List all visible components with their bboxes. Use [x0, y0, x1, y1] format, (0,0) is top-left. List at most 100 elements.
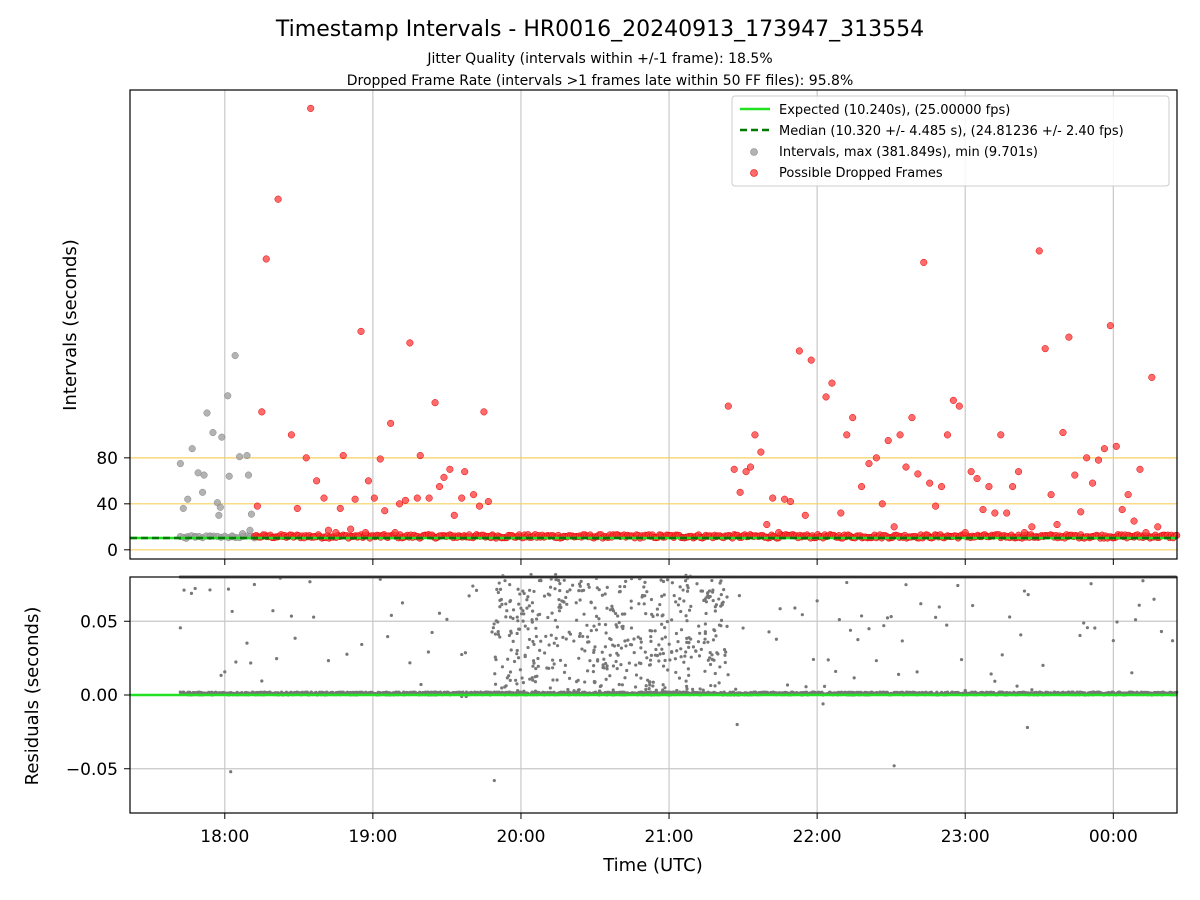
residual-point — [578, 598, 582, 602]
dropped-frame-point — [902, 463, 910, 471]
legend-intervals-swatch — [750, 148, 758, 156]
residual-point — [624, 644, 628, 648]
residual-point — [536, 656, 540, 661]
residual-point — [527, 604, 531, 608]
residual-point — [774, 637, 779, 641]
residual-point — [517, 602, 521, 606]
residual-point — [543, 651, 547, 655]
dropped-frame-point — [336, 504, 344, 512]
residual-point — [600, 650, 604, 654]
residual-point — [583, 680, 587, 684]
x-tick-label: 00:00 — [1089, 827, 1138, 847]
dropped-frame-point — [258, 408, 266, 416]
dropped-frame-point — [896, 431, 904, 439]
dropped-frame-point — [1009, 483, 1017, 491]
residual-point — [601, 665, 605, 670]
residual-point — [516, 619, 520, 623]
residual-point — [642, 585, 646, 589]
residual-point — [710, 653, 714, 657]
residual-point — [660, 647, 664, 651]
residual-point — [523, 624, 527, 628]
dropped-frame-point — [1047, 491, 1055, 499]
residual-point — [566, 687, 570, 692]
dropped-frame-point — [1083, 454, 1091, 462]
residual-point — [555, 678, 559, 682]
residual-point — [516, 656, 521, 660]
residual-point — [189, 591, 194, 595]
dropped-frame-point — [1124, 491, 1132, 499]
residual-point — [659, 578, 663, 582]
interval-point — [243, 451, 251, 460]
residual-point — [544, 634, 548, 638]
residual-point — [620, 683, 624, 687]
residual-point — [660, 594, 664, 598]
dropped-frame-point — [293, 504, 301, 512]
residual-point — [275, 657, 279, 661]
residual-point — [617, 682, 621, 687]
residual-point — [623, 612, 627, 616]
residual-point — [625, 668, 629, 673]
residual-point — [713, 671, 717, 676]
residual-point — [507, 674, 511, 678]
dropped-frame-point — [435, 483, 444, 491]
dropped-frame-point — [843, 431, 851, 439]
residual-point — [989, 672, 993, 676]
residual-point — [885, 616, 890, 620]
residual-point — [713, 605, 717, 609]
residual-point — [1078, 633, 1082, 638]
residual-point — [508, 670, 513, 674]
residual-point — [653, 629, 657, 633]
residual-point — [720, 601, 724, 606]
residual-point — [553, 618, 558, 622]
dropped-frame-point — [746, 463, 755, 471]
residual-point — [506, 657, 510, 661]
residual-point — [648, 683, 652, 687]
residual-point — [725, 595, 729, 599]
residual-point — [937, 605, 941, 609]
residual-point — [683, 654, 687, 658]
dropped-frame-point — [416, 451, 424, 460]
residual-point — [686, 667, 690, 671]
top-y-tick-label: 40 — [96, 495, 118, 515]
dropped-frame-point — [1014, 468, 1023, 476]
dropped-frame-point — [781, 495, 789, 503]
residual-point — [654, 647, 658, 652]
dropped-frame-point — [967, 468, 975, 476]
dropped-frame-point — [461, 468, 469, 476]
residual-point — [703, 630, 707, 634]
residual-point — [525, 606, 529, 610]
residual-point — [632, 637, 636, 641]
residual-point — [703, 597, 707, 601]
dropped-frame-point — [387, 419, 395, 427]
top-y-ticks: 0 40 80 — [96, 449, 130, 561]
dropped-frame-point — [822, 393, 830, 401]
residual-point — [493, 682, 498, 686]
interval-point — [231, 351, 239, 360]
dropped-frame-point — [991, 509, 999, 517]
residual-point — [568, 632, 573, 636]
residual-point — [532, 642, 536, 646]
residual-point — [934, 615, 938, 620]
dropped-frame-point — [878, 500, 886, 508]
residual-point — [706, 640, 710, 644]
residual-point — [603, 645, 608, 649]
dropped-frame-point — [1041, 345, 1049, 353]
residual-point — [548, 593, 552, 597]
residual-point — [252, 582, 256, 587]
residual-point — [660, 614, 664, 618]
residual-point — [615, 625, 619, 629]
dropped-frame-point — [1130, 517, 1138, 525]
residual-point — [708, 594, 712, 599]
dropped-frame-point — [1148, 373, 1156, 381]
residual-point — [800, 613, 804, 617]
residual-point — [534, 634, 538, 639]
residual-point — [834, 669, 838, 674]
residual-point — [703, 622, 707, 626]
bottom-y-tick-label: 0.00 — [80, 686, 118, 706]
residual-point — [1170, 639, 1175, 643]
residual-point — [663, 686, 667, 690]
residual-point — [500, 665, 505, 669]
residual-point — [249, 661, 253, 665]
residual-point — [637, 602, 641, 606]
dropped-frame-point — [1118, 506, 1126, 514]
